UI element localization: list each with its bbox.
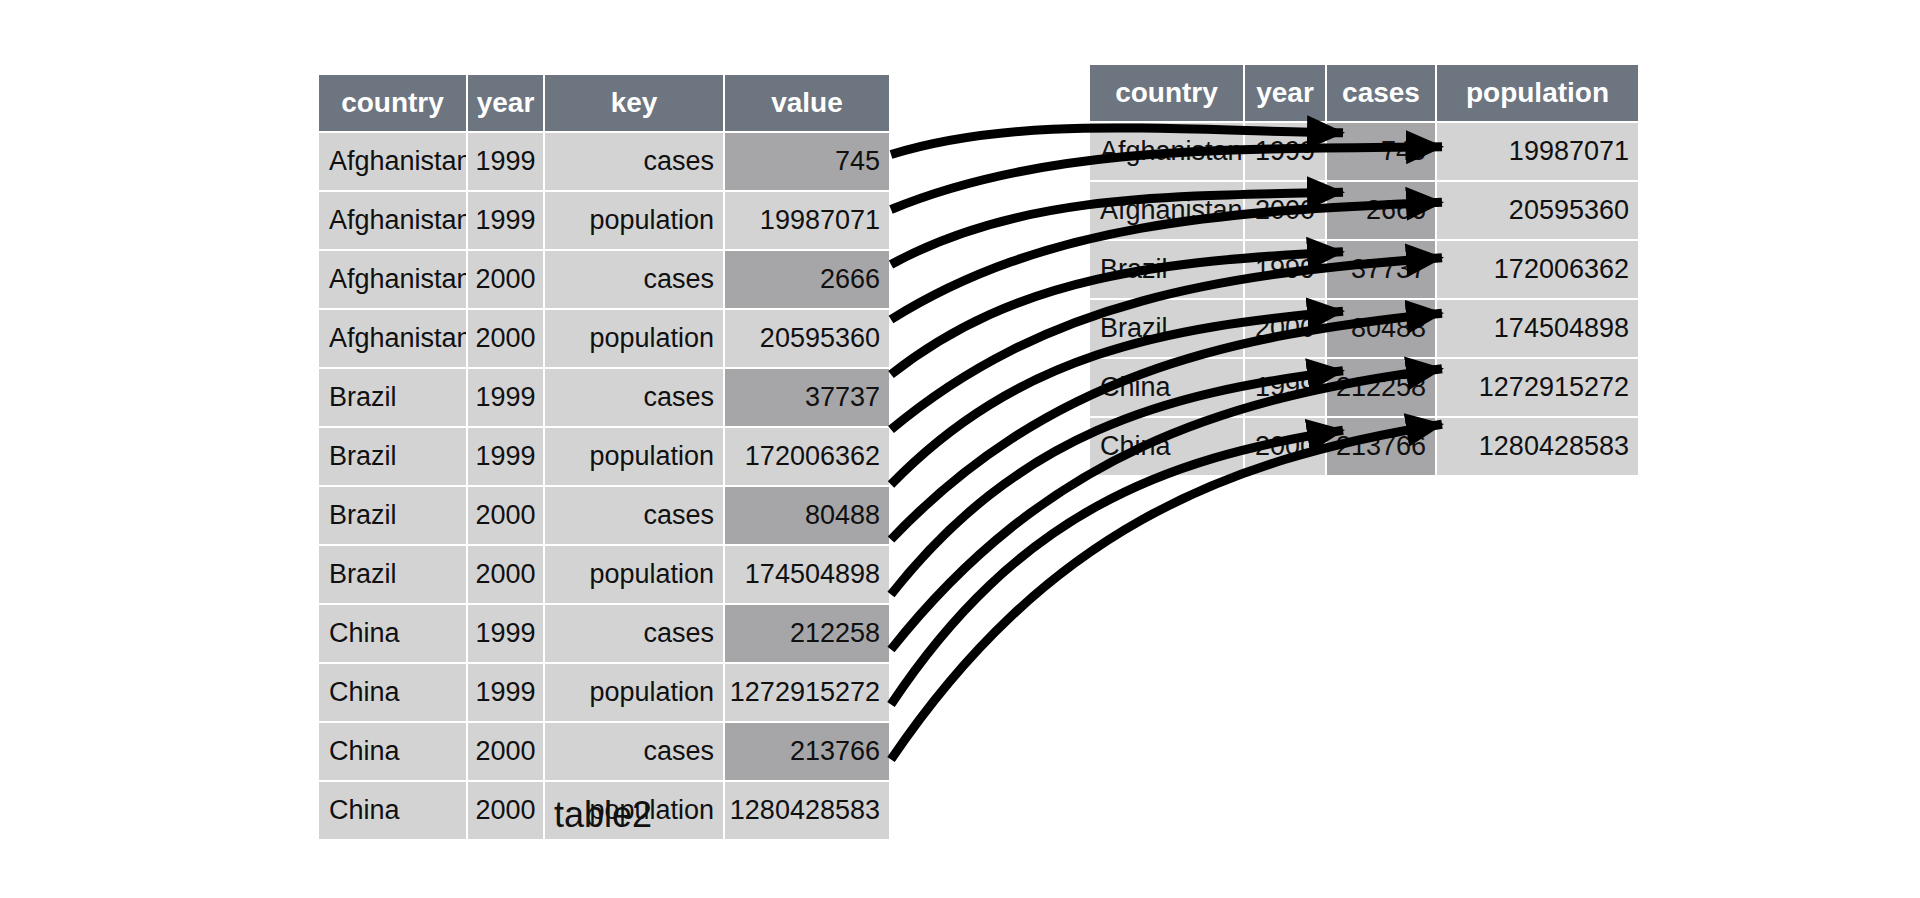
cell-year: 2000 [1244,181,1326,240]
cell-country: China [318,663,467,722]
table-caption: table2 [317,794,889,836]
cell-country: Afghanistan [318,250,467,309]
cell-country: China [1089,417,1244,476]
cell-cases: 745 [1326,122,1436,181]
cell-cases: 212258 [1326,358,1436,417]
cell-year: 2000 [467,309,544,368]
cell-year: 2000 [467,250,544,309]
cell-country: Afghanistan [1089,122,1244,181]
cell-value: 19987071 [724,191,890,250]
table-row: Afghanistan199974519987071 [1089,122,1639,181]
cell-value: 745 [724,132,890,191]
cell-country: Afghanistan [1089,181,1244,240]
cell-value: 213766 [724,722,890,781]
cell-cases: 213766 [1326,417,1436,476]
column-header-population: population [1436,64,1639,122]
table-row: China1999cases212258 [318,604,890,663]
table-row: Brazil1999population172006362 [318,427,890,486]
cell-year: 2000 [1244,299,1326,358]
cell-year: 1999 [1244,358,1326,417]
column-header-year: year [467,74,544,132]
cell-key: cases [544,604,724,663]
cell-cases: 2666 [1326,181,1436,240]
header-row: countryyearkeyvalue [318,74,890,132]
column-header-value: value [724,74,890,132]
cell-key: cases [544,486,724,545]
cell-population: 172006362 [1436,240,1639,299]
cell-key: population [544,309,724,368]
table-row: China20002137661280428583 [1089,417,1639,476]
cell-country: Brazil [318,427,467,486]
cell-year: 1999 [467,663,544,722]
cell-key: population [544,663,724,722]
cell-country: Afghanistan [318,132,467,191]
table-row: Afghanistan1999population19987071 [318,191,890,250]
table-row: Brazil199937737172006362 [1089,240,1639,299]
cell-year: 1999 [1244,240,1326,299]
cell-value: 172006362 [724,427,890,486]
table-row: Brazil1999cases37737 [318,368,890,427]
table-row: Afghanistan1999cases745 [318,132,890,191]
cell-year: 1999 [1244,122,1326,181]
cell-population: 174504898 [1436,299,1639,358]
cell-year: 2000 [467,545,544,604]
cell-year: 2000 [1244,417,1326,476]
cell-key: cases [544,132,724,191]
cell-key: population [544,191,724,250]
cell-year: 1999 [467,368,544,427]
column-header-year: year [1244,64,1326,122]
table-row: Afghanistan2000cases2666 [318,250,890,309]
table-row: Brazil2000population174504898 [318,545,890,604]
cell-value: 1272915272 [724,663,890,722]
cell-cases: 37737 [1326,240,1436,299]
cell-year: 1999 [467,191,544,250]
table-row: Brazil2000cases80488 [318,486,890,545]
cell-year: 2000 [467,722,544,781]
cell-country: Afghanistan [318,309,467,368]
table-row: China19992122581272915272 [1089,358,1639,417]
cell-value: 80488 [724,486,890,545]
column-header-cases: cases [1326,64,1436,122]
cell-country: China [1089,358,1244,417]
cell-cases: 80488 [1326,299,1436,358]
column-header-country: country [1089,64,1244,122]
table-row: Afghanistan2000population20595360 [318,309,890,368]
pivot-wider-result-table: countryyearcasespopulationAfghanistan199… [1088,63,1640,477]
cell-year: 1999 [467,427,544,486]
cell-year: 2000 [467,486,544,545]
cell-year: 1999 [467,132,544,191]
table-row: China1999population1272915272 [318,663,890,722]
cell-population: 20595360 [1436,181,1639,240]
cell-country: Brazil [318,545,467,604]
table-row: Brazil200080488174504898 [1089,299,1639,358]
cell-value: 2666 [724,250,890,309]
cell-country: China [318,722,467,781]
cell-value: 20595360 [724,309,890,368]
cell-value: 174504898 [724,545,890,604]
cell-population: 1272915272 [1436,358,1639,417]
cell-country: Afghanistan [318,191,467,250]
cell-key: population [544,427,724,486]
cell-country: Brazil [1089,240,1244,299]
column-header-country: country [318,74,467,132]
header-row: countryyearcasespopulation [1089,64,1639,122]
table-row: China2000cases213766 [318,722,890,781]
cell-key: population [544,545,724,604]
cell-country: Brazil [318,368,467,427]
cell-population: 1280428583 [1436,417,1639,476]
table2-long-format-table: countryyearkeyvalueAfghanistan1999cases7… [317,73,891,841]
cell-population: 19987071 [1436,122,1639,181]
cell-year: 1999 [467,604,544,663]
cell-key: cases [544,722,724,781]
cell-key: cases [544,368,724,427]
cell-country: Brazil [1089,299,1244,358]
cell-country: Brazil [318,486,467,545]
cell-value: 37737 [724,368,890,427]
table-row: Afghanistan2000266620595360 [1089,181,1639,240]
column-header-key: key [544,74,724,132]
cell-key: cases [544,250,724,309]
cell-country: China [318,604,467,663]
cell-value: 212258 [724,604,890,663]
